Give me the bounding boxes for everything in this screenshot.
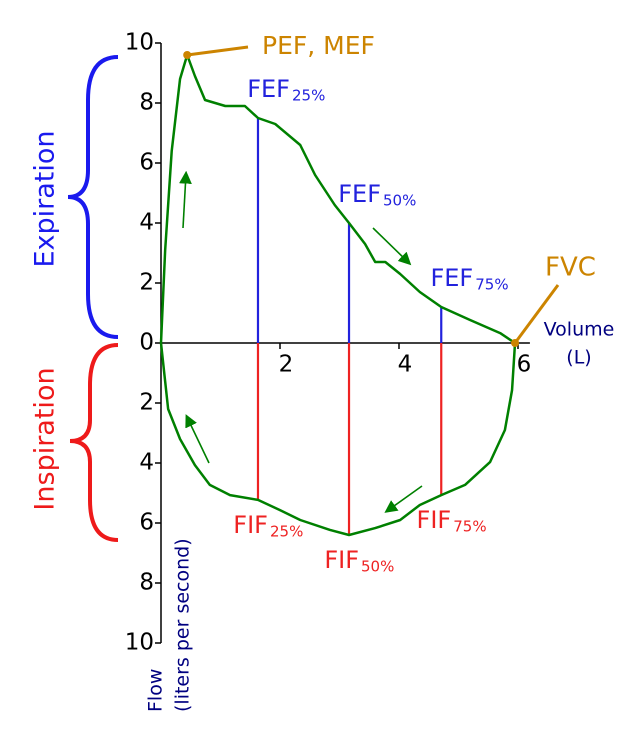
y-tick-label: 2 — [139, 390, 154, 416]
y-tick-label: 10 — [125, 630, 154, 656]
arrow — [179, 170, 192, 229]
y-tick-label: 0 — [139, 330, 154, 356]
y-axis-label: (liters per second) — [172, 538, 194, 712]
annotation-label: FEF — [247, 75, 290, 103]
y-tick-label: 8 — [139, 570, 154, 596]
y-axis-label: Flow — [145, 669, 167, 712]
annotation-label: FIF — [233, 511, 268, 539]
annotation-label: FIF — [417, 506, 452, 534]
flow-curve — [159, 53, 516, 345]
arrow — [185, 414, 210, 464]
x-tick-label: 4 — [398, 352, 413, 378]
x-tick-label: 2 — [279, 352, 294, 378]
y-tick-label: 8 — [139, 90, 154, 116]
x-tick-label: 6 — [517, 352, 532, 378]
arrow — [372, 227, 412, 266]
peak-leader — [186, 45, 249, 57]
annotation-label: FIF — [324, 546, 359, 574]
annotation-sub: 25% — [292, 87, 325, 105]
y-tick-label: 4 — [139, 450, 154, 476]
flow-arrows — [179, 170, 423, 513]
annotation-label: FEF — [338, 180, 381, 208]
end-label: FVC — [545, 253, 596, 283]
expiration-brace — [67, 55, 119, 339]
x-axis-label: (L) — [566, 347, 591, 369]
end-leader — [513, 284, 560, 344]
end-point — [511, 339, 520, 347]
series-label: Inspiration — [30, 367, 61, 510]
annotation-sub: 50% — [361, 558, 394, 576]
arrow — [384, 485, 423, 513]
inspiration-brace — [69, 343, 119, 542]
y-tick-label: 4 — [139, 210, 154, 236]
annotation-sub: 75% — [453, 518, 486, 536]
series-label: Expiration — [30, 130, 61, 267]
peak-point — [183, 51, 192, 59]
y-tick-label: 6 — [139, 150, 154, 176]
y-tick-label: 2 — [139, 270, 154, 296]
x-axis-label: Volume — [544, 319, 615, 341]
annotation-sub: 25% — [270, 522, 303, 540]
peak-label: PEF, MEF — [262, 31, 375, 60]
flow-curve — [159, 342, 517, 537]
annotation-label: FEF — [430, 264, 473, 292]
y-tick-label: 6 — [139, 510, 154, 536]
y-tick-label: 10 — [125, 30, 154, 56]
annotation-sub: 50% — [383, 192, 416, 210]
annotation-sub: 75% — [475, 276, 508, 294]
